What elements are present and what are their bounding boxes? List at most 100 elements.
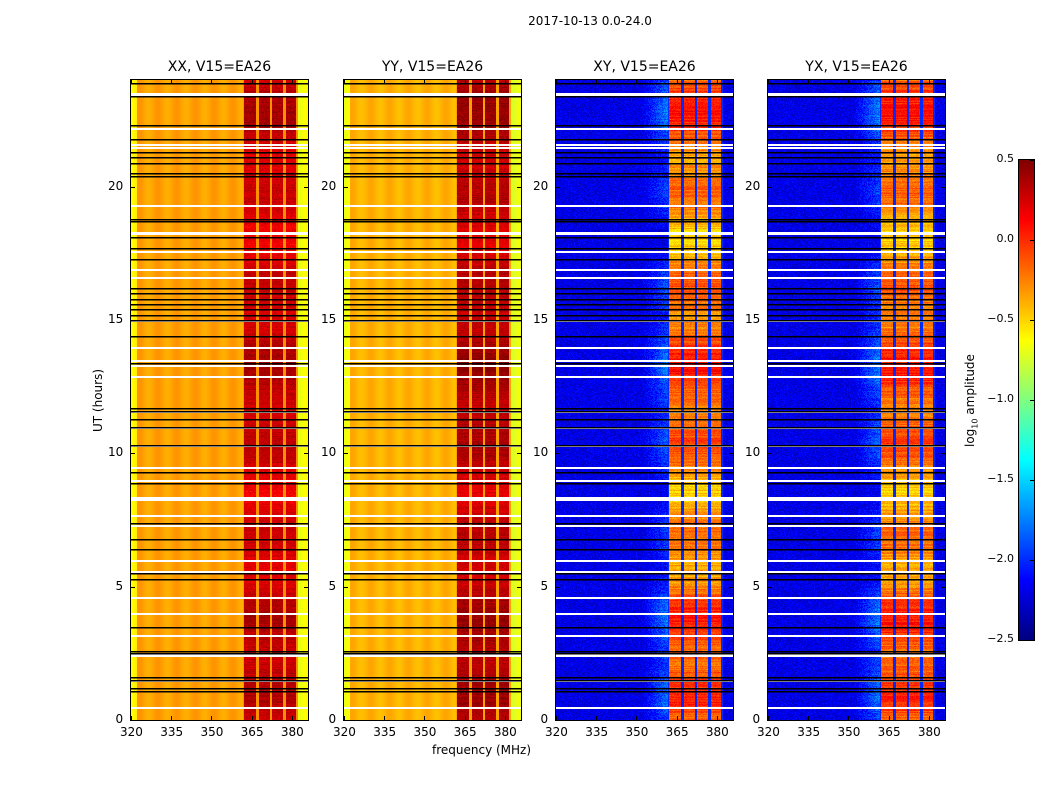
- x-tick-label: 380: [493, 725, 517, 739]
- x-tick-mark: [717, 80, 718, 84]
- y-tick-label: 10: [533, 445, 549, 460]
- heatmap-yy: [344, 80, 521, 720]
- x-tick-label: 335: [585, 725, 609, 739]
- x-tick-mark: [344, 716, 345, 720]
- y-tick-mark: [344, 453, 348, 454]
- heatmap-xy: [556, 80, 733, 720]
- x-tick-mark: [171, 716, 172, 720]
- x-tick-mark: [465, 716, 466, 720]
- x-tick-label: 365: [453, 725, 477, 739]
- x-tick-mark: [717, 716, 718, 720]
- x-tick-label: 350: [625, 725, 649, 739]
- colorbar-label-base: log: [963, 428, 977, 447]
- y-tick-mark: [556, 320, 560, 321]
- x-tick-mark: [808, 716, 809, 720]
- y-axis-label: UT (hours): [91, 368, 105, 432]
- y-tick-mark: [304, 587, 308, 588]
- colorbar-tick-label: 0.5: [996, 152, 1015, 165]
- x-tick-label: 320: [120, 725, 143, 739]
- y-tick-mark: [941, 587, 945, 588]
- x-tick-mark: [384, 80, 385, 84]
- x-tick-mark: [636, 716, 637, 720]
- x-tick-label: 320: [757, 725, 780, 739]
- x-tick-mark: [292, 716, 293, 720]
- x-tick-mark: [171, 80, 172, 84]
- y-tick-mark: [517, 453, 521, 454]
- colorbar-label-sub: 10: [970, 418, 980, 429]
- y-tick-label: 5: [328, 578, 337, 593]
- x-tick-label: 365: [877, 725, 901, 739]
- y-tick-label: 5: [115, 578, 124, 593]
- x-tick-mark: [636, 80, 637, 84]
- y-tick-label: 15: [533, 312, 549, 326]
- x-tick-mark: [768, 716, 769, 720]
- x-tick-mark: [465, 80, 466, 84]
- y-tick-label: 0: [752, 712, 761, 726]
- y-tick-mark: [131, 720, 135, 721]
- y-tick-mark: [768, 453, 772, 454]
- x-tick-label: 335: [160, 725, 184, 739]
- panel-title-xy: XY, V15=EA26: [593, 59, 696, 75]
- y-tick-label: 0: [328, 712, 337, 726]
- x-tick-mark: [252, 80, 253, 84]
- x-tick-mark: [889, 80, 890, 84]
- x-tick-label: 335: [797, 725, 821, 739]
- y-tick-mark: [304, 187, 308, 188]
- colorbar-label-rest: amplitude: [963, 354, 977, 419]
- x-tick-label: 365: [240, 725, 264, 739]
- y-tick-mark: [344, 320, 348, 321]
- x-tick-mark: [505, 716, 506, 720]
- y-tick-mark: [556, 720, 560, 721]
- colorbar-tick-mark: [1030, 320, 1034, 321]
- heatmap-xx: [131, 80, 308, 720]
- x-tick-mark: [596, 716, 597, 720]
- y-tick-mark: [729, 720, 733, 721]
- panel-title-xx: XX, V15=EA26: [167, 59, 272, 75]
- colorbar-tick-mark: [1030, 160, 1034, 161]
- colorbar-tick-label: −0.5: [987, 312, 1014, 325]
- y-tick-label: 20: [745, 178, 761, 193]
- y-tick-mark: [131, 453, 135, 454]
- y-tick-mark: [941, 453, 945, 454]
- y-tick-mark: [517, 720, 521, 721]
- x-tick-label: 365: [665, 725, 689, 739]
- colorbar: [1019, 160, 1034, 640]
- x-tick-label: 350: [837, 725, 861, 739]
- y-tick-label: 15: [108, 312, 124, 326]
- x-tick-label: 380: [917, 725, 941, 739]
- x-tick-label: 350: [413, 725, 437, 739]
- colorbar-tick-mark: [1030, 560, 1034, 561]
- y-tick-mark: [768, 720, 772, 721]
- x-tick-mark: [384, 716, 385, 720]
- y-tick-mark: [768, 320, 772, 321]
- y-tick-mark: [729, 587, 733, 588]
- panel-title-yy: YY, V15=EA26: [381, 59, 484, 75]
- y-tick-label: 10: [745, 445, 761, 460]
- x-tick-mark: [505, 80, 506, 84]
- y-tick-mark: [344, 587, 348, 588]
- y-tick-mark: [729, 187, 733, 188]
- x-tick-label: 380: [705, 725, 729, 739]
- colorbar-tick-label: −1.0: [987, 392, 1014, 405]
- colorbar-tick-mark: [1030, 640, 1034, 641]
- x-tick-mark: [252, 716, 253, 720]
- x-tick-mark: [677, 80, 678, 84]
- x-tick-mark: [768, 80, 769, 84]
- y-tick-label: 10: [108, 445, 124, 460]
- y-tick-mark: [729, 320, 733, 321]
- x-tick-mark: [677, 716, 678, 720]
- colorbar-tick-label: −1.5: [987, 472, 1014, 485]
- y-tick-mark: [131, 587, 135, 588]
- x-tick-label: 320: [333, 725, 356, 739]
- y-tick-mark: [941, 720, 945, 721]
- x-tick-mark: [848, 716, 849, 720]
- y-tick-mark: [344, 720, 348, 721]
- y-tick-label: 5: [752, 578, 761, 593]
- x-tick-mark: [889, 716, 890, 720]
- y-tick-label: 20: [321, 178, 337, 193]
- x-tick-mark: [929, 716, 930, 720]
- y-tick-label: 0: [540, 712, 549, 726]
- x-tick-label: 380: [280, 725, 304, 739]
- y-tick-mark: [131, 187, 135, 188]
- y-tick-mark: [941, 187, 945, 188]
